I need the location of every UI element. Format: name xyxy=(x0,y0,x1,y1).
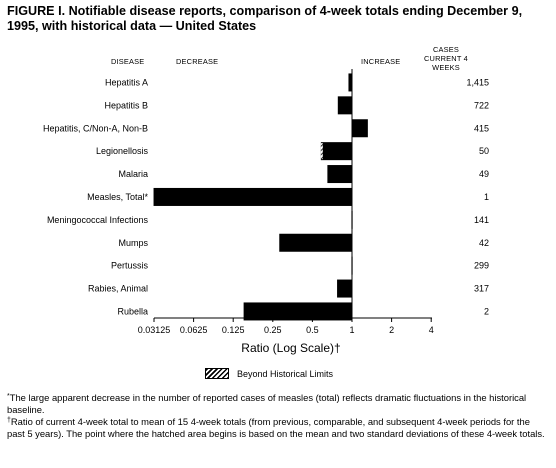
increase-header: INCREASE xyxy=(361,57,401,66)
cases-value: 2 xyxy=(484,306,489,316)
bar xyxy=(337,279,352,298)
bar xyxy=(348,73,352,92)
x-tick-label: 1 xyxy=(349,325,354,335)
x-tick-label: 0.03125 xyxy=(138,325,171,335)
footnote-ratio: †Ratio of current 4-week total to mean o… xyxy=(7,416,547,439)
disease-column-header: DISEASE xyxy=(111,57,145,66)
cases-value: 299 xyxy=(474,261,489,271)
category-label: Meningococcal Infections xyxy=(47,215,149,225)
bar xyxy=(320,142,352,161)
category-label: Hepatitis B xyxy=(104,100,148,110)
hatched-segment xyxy=(320,143,323,160)
category-label: Hepatitis, C/Non-A, Non-B xyxy=(43,123,148,133)
legend-label: Beyond Historical Limits xyxy=(237,368,334,379)
x-tick-label: 0.5 xyxy=(306,325,319,335)
category-label: Rabies, Animal xyxy=(88,284,148,294)
cases-value: 1 xyxy=(484,192,489,202)
x-tick-label: 0.25 xyxy=(264,325,282,335)
cases-value: 415 xyxy=(474,123,489,133)
chart-title: FIGURE I. Notifiable disease reports, co… xyxy=(7,4,523,33)
legend: Beyond Historical Limits xyxy=(205,368,333,379)
cases-value: 141 xyxy=(474,215,489,225)
cases-value: 317 xyxy=(474,284,489,294)
bar xyxy=(279,233,352,252)
hatch-legend-swatch xyxy=(205,368,229,379)
cases-value: 722 xyxy=(474,100,489,110)
category-label: Measles, Total* xyxy=(87,192,148,202)
footnote-dagger-text: Ratio of current 4-week total to mean of… xyxy=(7,416,545,439)
footnote-measles: *The large apparent decrease in the numb… xyxy=(7,392,547,415)
x-tick-label: 4 xyxy=(429,325,434,335)
category-label: Mumps xyxy=(118,238,148,248)
cases-value: 50 xyxy=(479,146,489,156)
bar xyxy=(243,302,352,321)
bar xyxy=(327,165,352,184)
bar xyxy=(337,96,352,115)
x-tick-label: 0.125 xyxy=(222,325,245,335)
category-label: Rubella xyxy=(117,306,148,316)
cases-value: 49 xyxy=(479,169,489,179)
x-tick-label: 0.0625 xyxy=(180,325,208,335)
bar xyxy=(351,210,353,229)
bar xyxy=(352,119,368,138)
bar xyxy=(153,187,352,206)
decrease-header: DECREASE xyxy=(176,57,219,66)
x-tick-label: 2 xyxy=(389,325,394,335)
x-axis-label: Ratio (Log Scale)† xyxy=(241,341,340,355)
category-label: Legionellosis xyxy=(96,146,149,156)
category-label: Hepatitis A xyxy=(105,77,148,87)
cases-column-header: CASES CURRENT 4 WEEKS xyxy=(424,45,468,72)
cases-value: 1,415 xyxy=(466,77,489,87)
footnote-dagger-mark: † xyxy=(7,417,11,424)
category-label: Malaria xyxy=(118,169,148,179)
footnote-star-mark: * xyxy=(7,393,10,400)
bar xyxy=(351,256,353,275)
footnote-star-text: The large apparent decrease in the numbe… xyxy=(7,392,527,415)
cases-value: 42 xyxy=(479,238,489,248)
category-label: Pertussis xyxy=(111,261,149,271)
